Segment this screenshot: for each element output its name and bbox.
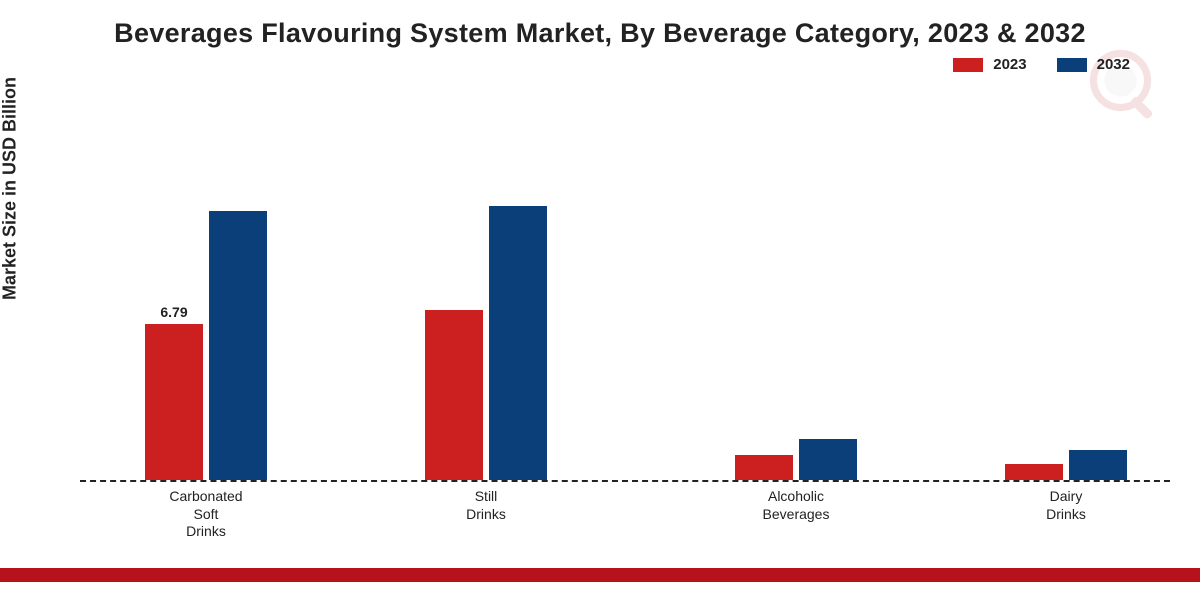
bar-value-label: 6.79: [160, 304, 187, 320]
plot-area: 6.79 Carbonated Soft DrinksStill DrinksA…: [80, 90, 1170, 510]
x-tick-label: Alcoholic Beverages: [763, 488, 830, 523]
bar-2023: [735, 455, 793, 480]
chart-title: Beverages Flavouring System Market, By B…: [0, 0, 1200, 49]
footer-accent-bar: [0, 568, 1200, 582]
bar-2023: [1005, 464, 1063, 480]
legend-label-2032: 2032: [1097, 56, 1130, 73]
bar-group: 6.79: [145, 211, 267, 480]
y-axis-label: Market Size in USD Billion: [0, 77, 21, 300]
bar-2032: [1069, 450, 1127, 480]
x-tick-label: Still Drinks: [466, 488, 506, 523]
bar-2032: [209, 211, 267, 480]
legend-swatch-2023: [953, 58, 983, 72]
bar-group: [1005, 450, 1127, 480]
bar-2032: [489, 206, 547, 480]
legend: 2023 2032: [953, 56, 1130, 73]
bar-2032: [799, 439, 857, 480]
bar-2023: [145, 324, 203, 480]
bar-group: [425, 206, 547, 480]
bar-group: [735, 439, 857, 480]
x-tick-label: Carbonated Soft Drinks: [169, 488, 242, 541]
legend-label-2023: 2023: [993, 56, 1026, 73]
bar-2023: [425, 310, 483, 480]
legend-item-2032: 2032: [1057, 56, 1130, 73]
x-axis-baseline: [80, 480, 1170, 482]
legend-item-2023: 2023: [953, 56, 1026, 73]
legend-swatch-2032: [1057, 58, 1087, 72]
x-tick-label: Dairy Drinks: [1046, 488, 1086, 523]
